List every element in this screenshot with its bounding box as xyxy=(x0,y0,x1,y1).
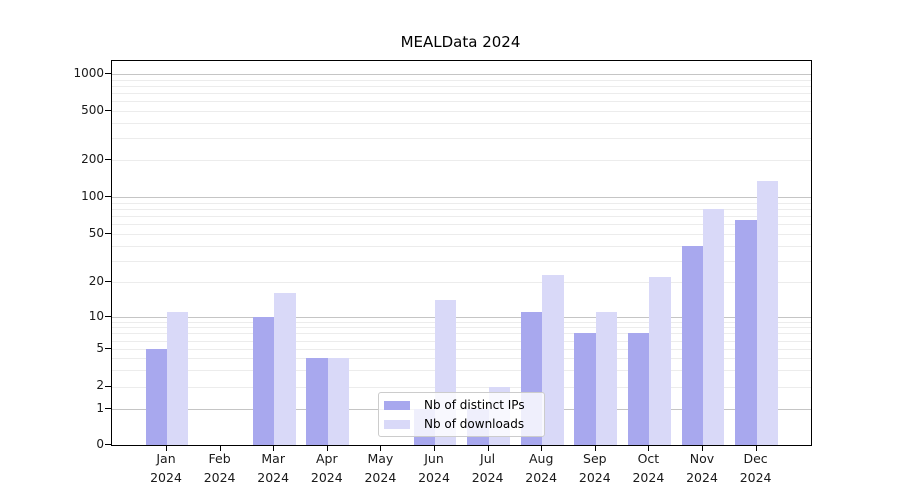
x-tick-mark-8 xyxy=(541,445,543,451)
gridline-700 xyxy=(112,93,811,94)
plot-area xyxy=(111,60,812,446)
bar-downloads-nov xyxy=(703,208,725,445)
gridline-10 xyxy=(112,317,811,318)
y-tick-label-100: 100 xyxy=(81,188,104,203)
x-tick-mark-5 xyxy=(380,445,382,451)
x-tick-label-jul: Jul 2024 xyxy=(471,451,504,485)
y-tick-mark-50 xyxy=(105,233,111,234)
chart-title: MEALData 2024 xyxy=(400,33,521,51)
x-tick-label-apr: Apr 2024 xyxy=(310,451,343,485)
gridline-20 xyxy=(112,282,811,283)
gridline-90 xyxy=(112,203,811,204)
x-tick-label-mar: Mar 2024 xyxy=(257,451,290,485)
bar-downloads-sep xyxy=(595,312,618,445)
gridline-100 xyxy=(112,197,811,198)
y-tick-mark-5 xyxy=(105,348,111,349)
y-tick-label-50: 50 xyxy=(88,225,104,240)
y-tick-mark-0 xyxy=(105,444,111,445)
x-tick-mark-11 xyxy=(702,445,703,451)
legend-swatch-ips-icon xyxy=(384,400,410,410)
bar-ips-nov xyxy=(681,245,703,445)
bar-ips-apr xyxy=(306,358,328,445)
gridline-30 xyxy=(112,261,811,262)
legend-swatch-downloads-icon xyxy=(384,419,410,429)
gridline-4 xyxy=(112,358,811,359)
gridline-3 xyxy=(112,370,811,371)
bar-ips-sep xyxy=(574,333,596,445)
y-tick-label-1: 1 xyxy=(96,400,104,415)
legend-item-ips: Nb of distinct IPs xyxy=(384,398,544,412)
y-tick-mark-20 xyxy=(105,281,111,282)
bar-downloads-aug xyxy=(542,274,564,445)
legend-item-downloads: Nb of downloads xyxy=(384,417,544,431)
bar-ips-dec xyxy=(735,219,757,445)
x-tick-mark-2 xyxy=(219,445,221,451)
x-tick-mark-7 xyxy=(487,445,489,451)
gridline-9 xyxy=(112,322,811,323)
y-tick-label-2: 2 xyxy=(96,378,104,392)
gridline-5 xyxy=(112,349,811,350)
x-tick-label-oct: Oct 2024 xyxy=(632,451,665,485)
x-tick-label-jun: Jun 2024 xyxy=(418,451,450,485)
gridline-300 xyxy=(112,138,811,139)
y-tick-label-500: 500 xyxy=(81,102,104,117)
x-tick-label-feb: Feb 2024 xyxy=(203,451,236,485)
gridline-900 xyxy=(112,80,811,81)
bar-ips-jan xyxy=(145,349,167,445)
y-tick-mark-500 xyxy=(105,110,111,111)
x-tick-mark-1 xyxy=(166,445,167,451)
gridline-2 xyxy=(112,387,811,388)
gridline-800 xyxy=(112,86,811,87)
legend: Nb of distinct IPs Nb of downloads xyxy=(378,392,545,437)
gridline-8 xyxy=(112,327,811,328)
x-tick-mark-12 xyxy=(755,445,757,451)
y-tick-label-5: 5 xyxy=(96,340,104,355)
y-tick-mark-1000 xyxy=(105,73,111,74)
gridline-70 xyxy=(112,216,811,217)
y-tick-mark-10 xyxy=(105,316,111,317)
y-tick-mark-100 xyxy=(105,196,111,197)
x-tick-mark-9 xyxy=(594,445,596,451)
gridline-50 xyxy=(112,234,811,235)
gridline-80 xyxy=(112,209,811,210)
gridline-600 xyxy=(112,101,811,102)
bar-ips-mar xyxy=(252,317,275,445)
gridline-200 xyxy=(112,160,811,161)
gridline-6 xyxy=(112,341,811,342)
y-tick-label-10: 10 xyxy=(88,308,104,323)
legend-label-ips: Nb of distinct IPs xyxy=(424,398,525,412)
y-tick-label-1000: 1000 xyxy=(73,65,104,80)
x-tick-mark-4 xyxy=(326,445,328,451)
x-tick-label-nov: Nov 2024 xyxy=(686,451,718,485)
x-tick-mark-3 xyxy=(273,445,275,451)
y-tick-mark-1 xyxy=(105,408,111,409)
gridline-40 xyxy=(112,246,811,247)
gridline-500 xyxy=(112,111,811,112)
y-tick-mark-2 xyxy=(105,385,111,387)
bar-downloads-mar xyxy=(274,293,296,445)
y-tick-label-0: 0 xyxy=(96,436,104,451)
x-tick-label-dec: Dec 2024 xyxy=(739,451,772,485)
x-tick-label-jan: Jan 2024 xyxy=(150,451,182,485)
gridline-60 xyxy=(112,224,811,225)
y-tick-label-20: 20 xyxy=(88,273,104,288)
x-tick-mark-6 xyxy=(434,445,435,451)
y-tick-mark-200 xyxy=(105,159,111,160)
bar-downloads-jan xyxy=(167,312,189,445)
gridline-7 xyxy=(112,333,811,334)
x-tick-label-sep: Sep 2024 xyxy=(578,451,611,485)
gridline-1000 xyxy=(112,74,811,75)
x-tick-label-may: May 2024 xyxy=(364,451,397,485)
x-tick-label-aug: Aug 2024 xyxy=(525,451,558,485)
x-tick-mark-10 xyxy=(648,445,650,451)
bar-downloads-dec xyxy=(756,180,778,445)
legend-label-downloads: Nb of downloads xyxy=(424,417,525,431)
bar-downloads-apr xyxy=(327,358,350,445)
bar-ips-oct xyxy=(628,333,650,445)
bar-downloads-oct xyxy=(649,277,671,445)
gridline-400 xyxy=(112,123,811,124)
y-tick-label-200: 200 xyxy=(81,151,104,166)
